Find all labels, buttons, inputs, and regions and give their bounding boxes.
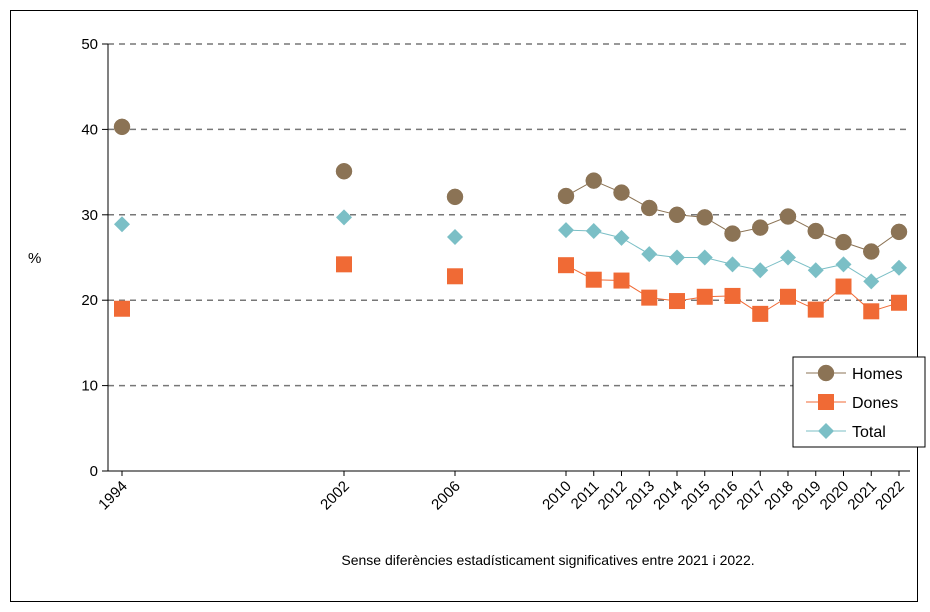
data-point	[558, 257, 574, 274]
x-tick-label: 2006	[428, 478, 464, 514]
data-point	[891, 294, 907, 311]
data-point	[557, 187, 575, 205]
y-tick-label: 20	[81, 292, 98, 309]
data-point	[807, 222, 824, 240]
x-tick-label: 2011	[568, 478, 603, 513]
series-total	[114, 209, 907, 290]
data-point	[585, 223, 602, 240]
data-point	[446, 188, 464, 206]
data-point	[696, 288, 713, 305]
data-point	[863, 303, 880, 320]
data-point	[835, 256, 852, 273]
data-point	[585, 271, 602, 288]
data-point	[669, 293, 685, 310]
legend-marker	[818, 394, 834, 410]
y-tick-label: 40	[81, 121, 98, 138]
series-homes	[113, 118, 908, 260]
series-dones	[114, 256, 907, 322]
legend-label: Dones	[852, 395, 898, 412]
data-point	[891, 259, 907, 276]
x-tick-label: 2016	[706, 478, 742, 514]
legend-marker	[817, 364, 835, 382]
axes	[102, 43, 910, 476]
x-tick-label: 2014	[650, 478, 686, 514]
data-point	[863, 273, 880, 290]
y-tick-label: 30	[81, 207, 98, 224]
x-tick-labels: 1994 2002 2006 2010201120122013201420152016…	[95, 478, 908, 514]
x-tick-label: 2022	[872, 478, 908, 514]
data-point	[613, 184, 630, 201]
data-point	[863, 243, 880, 260]
data-point	[724, 256, 741, 273]
data-point	[696, 209, 713, 226]
data-point	[835, 278, 852, 295]
data-point	[724, 225, 741, 242]
x-tick-label: 2019	[789, 478, 825, 514]
legend: Homes Dones Total	[792, 356, 926, 448]
data-point	[807, 262, 824, 279]
data-point	[780, 249, 796, 266]
data-point	[752, 262, 769, 279]
x-tick-label: 1994	[95, 478, 131, 514]
data-point	[669, 249, 685, 266]
x-tick-label: 2012	[595, 478, 631, 514]
chart-frame	[10, 10, 918, 602]
data-point	[114, 300, 130, 317]
x-tick-label: 2013	[622, 478, 658, 514]
x-tick-label: 2020	[817, 478, 853, 514]
data-point	[114, 216, 130, 233]
data-point	[336, 209, 352, 226]
data-point	[447, 268, 463, 285]
grid-lines	[108, 43, 910, 387]
legend-label: Homes	[852, 366, 903, 383]
y-tick-label: 50	[81, 36, 98, 53]
data-point	[585, 172, 602, 189]
data-point	[558, 222, 574, 239]
data-point	[779, 208, 797, 225]
data-point	[724, 287, 741, 304]
data-point	[641, 199, 658, 217]
legend-label: Total	[852, 424, 886, 441]
data-point	[113, 118, 131, 136]
x-tick-label: 2002	[317, 478, 353, 514]
data-point	[335, 162, 353, 180]
legend-marker	[818, 423, 834, 439]
x-tick-label: 2015	[678, 478, 714, 514]
data-point	[641, 246, 658, 263]
y-tick-labels: 0 10 20 30 40 50	[81, 36, 98, 480]
y-tick-label: 10	[81, 378, 98, 395]
data-point	[336, 256, 352, 273]
data-point	[613, 229, 630, 246]
y-tick-label: 0	[90, 463, 98, 480]
data-point	[641, 289, 658, 306]
x-tick-label: 2017	[733, 478, 769, 514]
x-tick-label: 2021	[844, 478, 880, 514]
data-point	[780, 288, 796, 305]
x-tick-label: 2010	[539, 478, 575, 514]
y-axis-label: %	[28, 250, 41, 267]
data-point	[835, 233, 852, 251]
data-point	[752, 219, 769, 236]
legend-item-total: Total	[806, 423, 886, 441]
x-tick-label: 2018	[761, 478, 797, 514]
data-point	[447, 229, 463, 246]
series-layer	[113, 118, 908, 322]
data-point	[890, 223, 908, 241]
data-point	[613, 272, 630, 289]
legend-item-dones: Dones	[806, 394, 898, 412]
data-point	[696, 249, 713, 266]
chart-note: Sense diferències estadísticament signif…	[341, 552, 754, 568]
data-point	[752, 305, 769, 322]
legend-item-homes: Homes	[806, 364, 903, 383]
data-point	[807, 301, 824, 318]
data-point	[668, 206, 686, 224]
